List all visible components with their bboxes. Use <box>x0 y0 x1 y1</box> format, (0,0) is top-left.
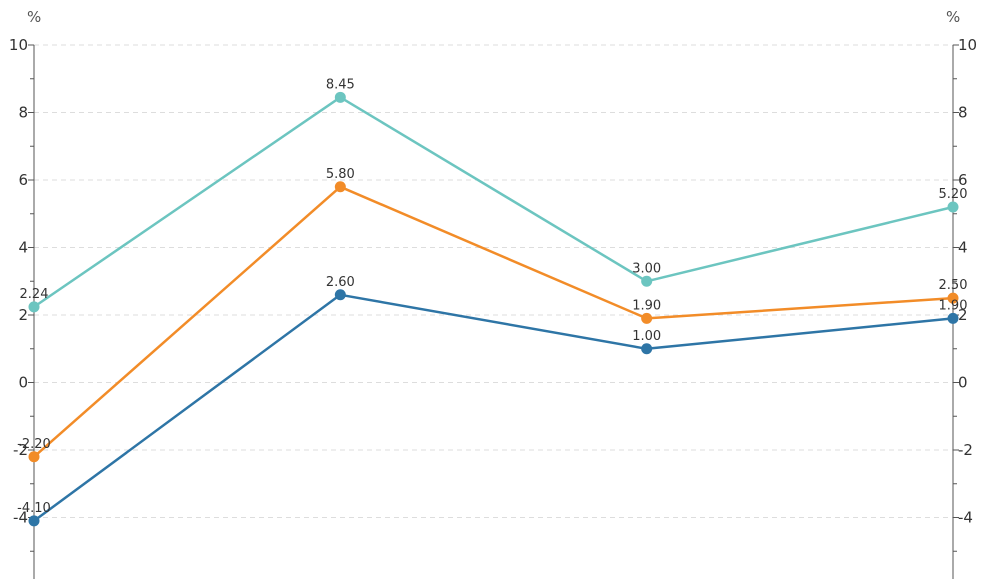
data-point <box>334 181 346 193</box>
left-tick-label: 8 <box>18 104 28 122</box>
data-label: 1.00 <box>632 329 661 344</box>
axes: 10 8 6 4 2 0 -2 -4 -6 10 8 6 4 2 0 -2 -4 -6 <box>9 36 977 579</box>
data-point <box>28 301 40 313</box>
data-point <box>947 292 959 304</box>
data-point <box>641 343 653 355</box>
right-tick-label: -6 <box>958 576 973 579</box>
series-line <box>33 96 954 308</box>
right-tick-label: 2 <box>958 306 968 324</box>
gridlines <box>34 44 953 518</box>
data-point <box>641 275 653 287</box>
right-tick-label: -2 <box>958 441 973 459</box>
right-tick-label: -4 <box>958 509 973 527</box>
data-point <box>641 312 653 324</box>
left-tick-label: 2 <box>18 306 28 324</box>
data-label: -4.10 <box>17 501 51 516</box>
data-label: 5.20 <box>939 187 968 202</box>
data-label: 2.24 <box>20 287 49 302</box>
data-label: -2.20 <box>17 437 51 452</box>
data-point <box>28 515 40 527</box>
right-tick-label: 6 <box>958 171 968 189</box>
data-label: 1.90 <box>632 298 661 313</box>
data-point <box>28 451 40 463</box>
right-axis-unit: % <box>946 8 960 26</box>
right-tick-label: 8 <box>958 104 968 122</box>
data-label: 3.00 <box>632 261 661 276</box>
right-tick-label: 0 <box>958 374 968 392</box>
data-label: 2.50 <box>939 278 968 293</box>
data-point <box>334 91 346 103</box>
data-point <box>947 201 959 213</box>
data-point <box>947 312 959 324</box>
left-tick-label: -6 <box>13 576 28 579</box>
left-tick-label: 6 <box>18 171 28 189</box>
data-point <box>334 289 346 301</box>
series-line <box>33 293 954 522</box>
data-label: 8.45 <box>326 77 355 92</box>
series-line <box>33 185 954 458</box>
right-tick-label: 10 <box>958 36 977 54</box>
data-label: 5.80 <box>326 167 355 182</box>
left-tick-label: 10 <box>9 36 28 54</box>
left-axis-unit: % <box>27 8 41 26</box>
series-layer: 2.24 8.45 3.00 5.20 -2.20 5.80 1.90 2.50 -4.10 2.… <box>17 77 968 527</box>
left-tick-label: -2 <box>13 441 28 459</box>
left-tick-label: 4 <box>18 239 28 257</box>
left-tick-label: 0 <box>18 374 28 392</box>
left-tick-label: -4 <box>13 509 28 527</box>
data-label: 1.90 <box>939 298 968 313</box>
data-label: 2.60 <box>326 275 355 290</box>
right-tick-label: 4 <box>958 239 968 257</box>
